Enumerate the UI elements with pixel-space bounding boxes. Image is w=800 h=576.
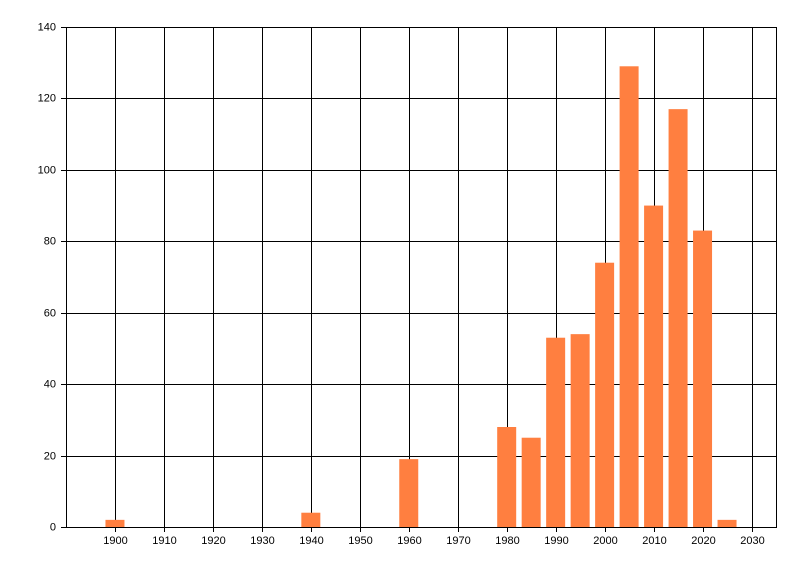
x-tick-label: 1930 <box>250 535 274 547</box>
x-tick-label: 1900 <box>103 535 127 547</box>
y-tick-label: 80 <box>44 235 56 247</box>
y-tick-label: 140 <box>38 21 56 33</box>
x-tick-label: 1910 <box>152 535 176 547</box>
bar <box>717 519 737 527</box>
bar <box>644 205 664 528</box>
bar <box>668 109 688 528</box>
x-tick-label: 1980 <box>495 535 519 547</box>
x-tick-label: 1970 <box>446 535 470 547</box>
y-tick-label: 120 <box>38 92 56 104</box>
bar <box>105 519 125 527</box>
y-tick-label: 40 <box>44 378 56 390</box>
bar <box>301 512 321 527</box>
bar <box>570 334 590 527</box>
x-tick-label: 1950 <box>348 535 372 547</box>
x-tick-label: 2030 <box>740 535 764 547</box>
x-tick-label: 2000 <box>593 535 617 547</box>
bar <box>546 337 566 527</box>
bar <box>595 262 615 527</box>
x-tick-label: 1960 <box>397 535 421 547</box>
x-tick-label: 2020 <box>691 535 715 547</box>
bar <box>497 427 517 527</box>
y-tick-label: 100 <box>38 164 56 176</box>
bar <box>399 459 419 527</box>
x-tick-label: 2010 <box>642 535 666 547</box>
x-tick-label: 1920 <box>201 535 225 547</box>
bar <box>619 66 639 528</box>
y-tick-label: 20 <box>44 450 56 462</box>
y-tick-label: 60 <box>44 307 56 319</box>
x-tick-label: 1940 <box>299 535 323 547</box>
bar <box>521 437 541 527</box>
bar <box>693 230 713 528</box>
x-tick-label: 1990 <box>544 535 568 547</box>
y-tick-label: 0 <box>50 521 56 533</box>
